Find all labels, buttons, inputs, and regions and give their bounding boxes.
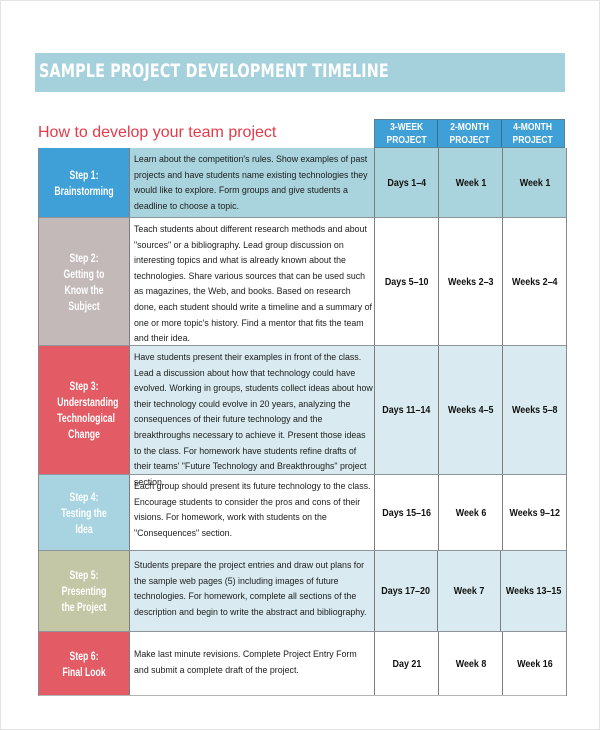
- cell-3-week: Day 21: [375, 632, 439, 695]
- step-cell: Step 2: Getting to Know the Subject: [39, 218, 130, 345]
- step-description: Students prepare the project entries and…: [130, 551, 375, 631]
- time-value: Days 15–16: [382, 506, 431, 519]
- time-value: Days 5–10: [384, 275, 429, 288]
- cell-4-month: Week 1: [503, 148, 566, 217]
- step-number: Step 4:: [69, 489, 99, 504]
- step-description: Learn about the competition's rules. Sho…: [130, 148, 375, 217]
- step-description: Make last minute revisions. Complete Pro…: [130, 632, 375, 695]
- header-label: 2-MONTH PROJECT: [449, 121, 490, 146]
- step-number: Step 5:: [69, 568, 99, 582]
- cell-2-month: Week 6: [439, 475, 503, 550]
- step-cell: Step 5: Presenting the Project: [39, 551, 130, 631]
- step-name: Testing the Idea: [61, 505, 107, 536]
- step-number: Step 2:: [69, 250, 99, 265]
- step-name: Final Look: [62, 664, 106, 679]
- step-number: Step 1:: [69, 167, 99, 182]
- description-text: Have students present their examples in …: [134, 352, 373, 488]
- step-cell: Step 4: Testing the Idea: [39, 475, 130, 550]
- cell-4-month: Weeks 2–4: [503, 218, 566, 345]
- time-value: Weeks 4–5: [447, 404, 494, 416]
- header-label: 3-WEEK PROJECT: [386, 121, 427, 146]
- cell-3-week: Days 1–4: [375, 148, 439, 217]
- table-row: Step 5: Presenting the Project Students p…: [39, 551, 566, 632]
- description-text: Students prepare the project entries and…: [134, 560, 367, 618]
- table-header-row: 3-WEEK PROJECT 2-MONTH PROJECT 4-MONTH P…: [374, 119, 565, 148]
- time-value: Weeks 9–12: [509, 506, 560, 519]
- cell-3-week: Days 11–14: [375, 346, 439, 474]
- step-cell: Step 6: Final Look: [39, 632, 130, 695]
- cell-3-week: Days 5–10: [375, 218, 439, 345]
- cell-4-month: Weeks 9–12: [503, 475, 566, 550]
- time-value: Weeks 13–15: [505, 585, 562, 597]
- time-value: Weeks 5–8: [511, 404, 558, 416]
- cell-4-month: Week 16: [503, 632, 566, 695]
- cell-3-week: Days 15–16: [375, 475, 439, 550]
- header-2-month: 2-MONTH PROJECT: [438, 120, 502, 147]
- table-row: Step 4: Testing the Idea Each group shoul…: [39, 475, 566, 551]
- step-name: Brainstorming: [54, 183, 114, 198]
- table-row: Step 2: Getting to Know the Subject Teach…: [39, 218, 566, 346]
- description-text: Learn about the competition's rules. Sho…: [134, 154, 368, 212]
- table-row: Step 6: Final Look Make last minute revis…: [39, 632, 566, 696]
- step-description: Teach students about different research …: [130, 218, 375, 345]
- time-value: Weeks 2–3: [447, 275, 494, 288]
- time-value: Week 1: [519, 176, 550, 189]
- cell-2-month: Week 8: [439, 632, 503, 695]
- title-banner: SAMPLE PROJECT DEVELOPMENT TIMELINE: [35, 53, 565, 92]
- table-row: Step 3: Understanding Technological Chang…: [39, 346, 566, 488]
- cell-2-month: Weeks 4–5: [439, 346, 503, 474]
- step-cell: Step 1: Brainstorming: [39, 148, 130, 217]
- time-value: Days 11–14: [382, 404, 431, 416]
- table-row: Step 1: Brainstorming Learn about the com…: [39, 148, 566, 218]
- time-value: Week 8: [455, 657, 486, 670]
- time-value: Week 1: [455, 176, 486, 189]
- cell-4-month: Weeks 13–15: [501, 551, 566, 631]
- step-cell: Step 3: Understanding Technological Chang…: [39, 346, 130, 474]
- step-number: Step 3:: [69, 379, 99, 393]
- cell-2-month: Weeks 2–3: [439, 218, 503, 345]
- step-description: Have students present their examples in …: [130, 346, 375, 488]
- time-value: Days 17–20: [381, 585, 431, 597]
- table-body: Step 1: Brainstorming Learn about the com…: [38, 148, 567, 696]
- header-4-month: 4-MONTH PROJECT: [502, 120, 564, 147]
- description-text: Teach students about different research …: [134, 224, 372, 345]
- cell-2-month: Week 7: [438, 551, 501, 631]
- step-number: Step 6:: [69, 648, 99, 663]
- time-value: Week 16: [516, 657, 553, 670]
- step-name: Presenting the Project: [61, 584, 107, 614]
- header-label: 4-MONTH PROJECT: [512, 121, 553, 146]
- description-text: Each group should present its future tec…: [134, 481, 371, 539]
- step-name: Understanding Technological Change: [57, 395, 119, 441]
- time-value: Week 6: [455, 506, 486, 519]
- cell-2-month: Week 1: [439, 148, 503, 217]
- time-value: Week 7: [453, 585, 485, 597]
- header-3-week: 3-WEEK PROJECT: [375, 120, 439, 147]
- step-name: Getting to Know the Subject: [63, 266, 105, 313]
- time-value: Days 1–4: [387, 176, 426, 189]
- time-value: Weeks 2–4: [511, 275, 558, 288]
- section-subtitle: How to develop your team project: [38, 124, 277, 141]
- time-value: Day 21: [392, 657, 421, 670]
- document-title: SAMPLE PROJECT DEVELOPMENT TIMELINE: [39, 61, 389, 82]
- description-text: Make last minute revisions. Complete Pro…: [134, 649, 357, 676]
- cell-3-week: Days 17–20: [375, 551, 438, 631]
- cell-4-month: Weeks 5–8: [503, 346, 566, 474]
- step-description: Each group should present its future tec…: [130, 475, 375, 550]
